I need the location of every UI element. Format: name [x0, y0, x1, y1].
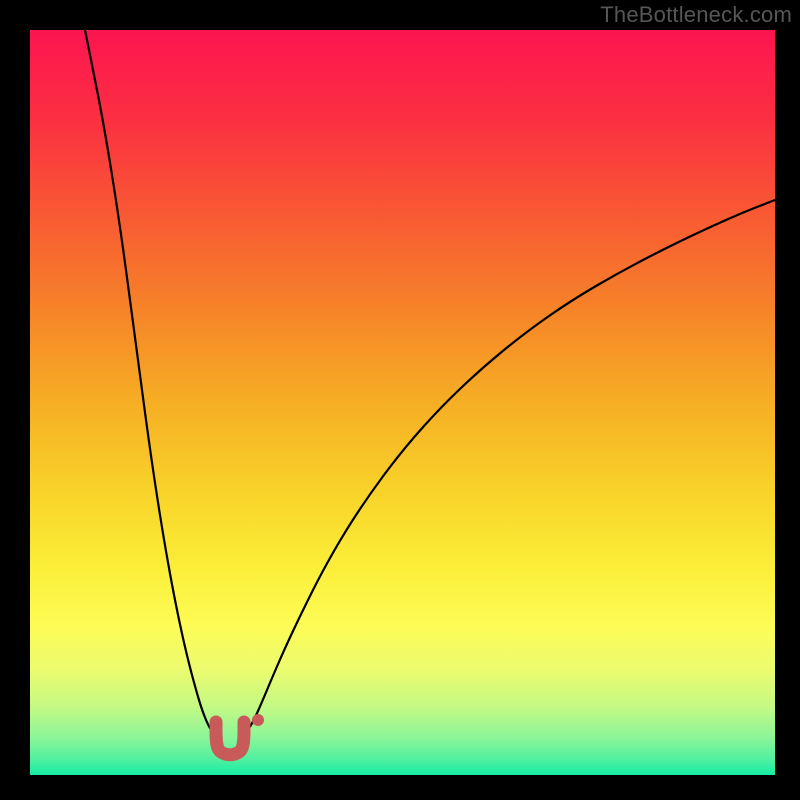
- plot-background: [30, 30, 775, 775]
- chart-container: TheBottleneck.com: [0, 0, 800, 800]
- watermark-text: TheBottleneck.com: [600, 2, 792, 28]
- valley-dot-marker: [252, 714, 264, 726]
- chart-svg: [0, 0, 800, 800]
